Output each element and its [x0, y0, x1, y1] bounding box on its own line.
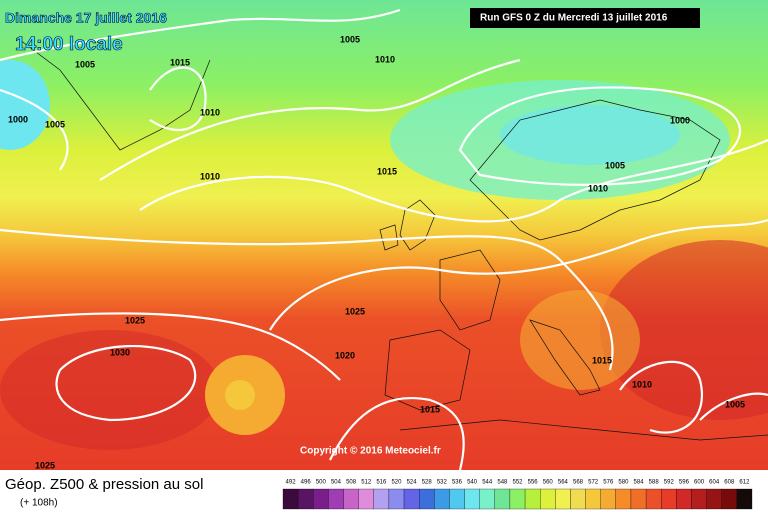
forecast-date: Dimanche 17 juillet 2016	[5, 10, 167, 26]
color-scale: 492 496 500 504 508 512 516 520 524 528 532 536 540 5…	[282, 480, 753, 510]
scale-label: 572	[588, 480, 599, 486]
isobar-label: 1025	[125, 315, 145, 325]
isobar-label: 1010	[375, 54, 395, 64]
isobar-label: 1000	[670, 115, 690, 125]
scale-label: 500	[316, 480, 327, 486]
color-swatch	[419, 488, 435, 510]
isobars	[0, 8, 768, 471]
isobar-label: 1010	[588, 183, 608, 193]
color-swatch	[388, 488, 405, 510]
scale-label: 596	[679, 480, 690, 486]
color-swatch	[403, 488, 420, 510]
color-swatch	[494, 488, 511, 510]
isobar-label: 1025	[35, 460, 55, 470]
isobar-label: 1005	[340, 34, 360, 44]
run-info: Run GFS 0 Z du Mercredi 13 juillet 2016	[480, 13, 668, 24]
scale-label: 492	[286, 480, 297, 486]
scale-label: 564	[558, 480, 569, 486]
scale-label: 532	[437, 480, 448, 486]
scale-label: 580	[618, 480, 629, 486]
color-swatch	[736, 488, 753, 510]
isobar-label: 1005	[605, 160, 625, 170]
color-swatch	[706, 488, 722, 510]
scale-label: 552	[512, 480, 523, 486]
scale-label: 540	[467, 480, 478, 486]
isobar-label: 1005	[75, 59, 95, 69]
scale-label: 512	[361, 480, 372, 486]
scale-label: 612	[739, 480, 750, 486]
forecast-time: 14:00 locale	[15, 34, 123, 55]
scale-label: 508	[346, 480, 357, 486]
color-swatch	[691, 488, 707, 510]
run-banner	[470, 8, 700, 28]
color-swatch	[328, 488, 344, 510]
scale-label: 544	[482, 480, 493, 486]
isobar-label: 1015	[592, 355, 612, 365]
color-swatch	[282, 488, 299, 510]
scale-label: 592	[664, 480, 675, 486]
isobar-label: 1015	[377, 166, 397, 176]
color-swatch	[570, 488, 586, 510]
isobar-label: 1005	[725, 399, 745, 409]
isobar-label: 1015	[420, 404, 440, 414]
color-swatch	[343, 488, 359, 510]
color-swatch	[479, 488, 495, 510]
color-swatch	[297, 488, 314, 510]
color-swatch	[540, 488, 556, 510]
scale-label: 588	[649, 480, 660, 486]
color-swatch	[721, 488, 738, 510]
isobar-label: 1000	[8, 114, 28, 124]
scale-label: 536	[452, 480, 463, 486]
color-swatch	[509, 488, 526, 510]
footer-title: Géop. Z500 & pression au sol	[5, 476, 203, 493]
footer-subtitle: (+ 108h)	[20, 498, 58, 509]
color-swatch	[661, 488, 677, 510]
isobar-label: 1010	[200, 107, 220, 117]
color-swatch	[615, 488, 632, 510]
map-field	[0, 0, 768, 470]
color-swatch	[524, 488, 541, 510]
isobar-label: 1030	[110, 347, 130, 357]
scale-label: 520	[391, 480, 402, 486]
scale-label: 496	[301, 480, 312, 486]
isobar-label: 1010	[632, 379, 652, 389]
scale-label: 604	[709, 480, 720, 486]
scale-label: 528	[422, 480, 433, 486]
color-swatch	[676, 488, 692, 510]
scale-label: 568	[573, 480, 584, 486]
scale-label: 524	[407, 480, 418, 486]
scale-label: 548	[497, 480, 508, 486]
scale-label: 584	[634, 480, 645, 486]
scale-label: 504	[331, 480, 342, 486]
color-swatch	[600, 488, 616, 510]
isobar-label: 1015	[170, 57, 190, 67]
color-swatch	[434, 488, 450, 510]
color-swatch	[630, 488, 647, 510]
scale-label: 576	[603, 480, 614, 486]
color-swatch	[313, 488, 329, 510]
scale-label: 608	[724, 480, 735, 486]
isobar-labels: 1005 1005 1015 1010 1000 1005 1010 1000 1005 1010…	[8, 34, 745, 470]
color-swatch	[555, 488, 571, 510]
isobar-label: 1025	[345, 306, 365, 316]
color-swatch	[373, 488, 390, 510]
scale-label: 556	[528, 480, 539, 486]
scale-label: 600	[694, 480, 705, 486]
isobar-label: 1020	[335, 350, 355, 360]
isobar-label: 1010	[200, 171, 220, 181]
color-swatch	[358, 488, 374, 510]
color-swatch	[464, 488, 480, 510]
coastlines	[19, 39, 768, 441]
scale-label: 516	[376, 480, 387, 486]
color-swatch	[645, 488, 662, 510]
copyright: Copyright © 2016 Meteociel.fr	[300, 446, 441, 457]
scale-label: 560	[543, 480, 554, 486]
isobar-label: 1005	[45, 119, 65, 129]
color-swatch	[585, 488, 601, 510]
color-swatch	[449, 488, 465, 510]
